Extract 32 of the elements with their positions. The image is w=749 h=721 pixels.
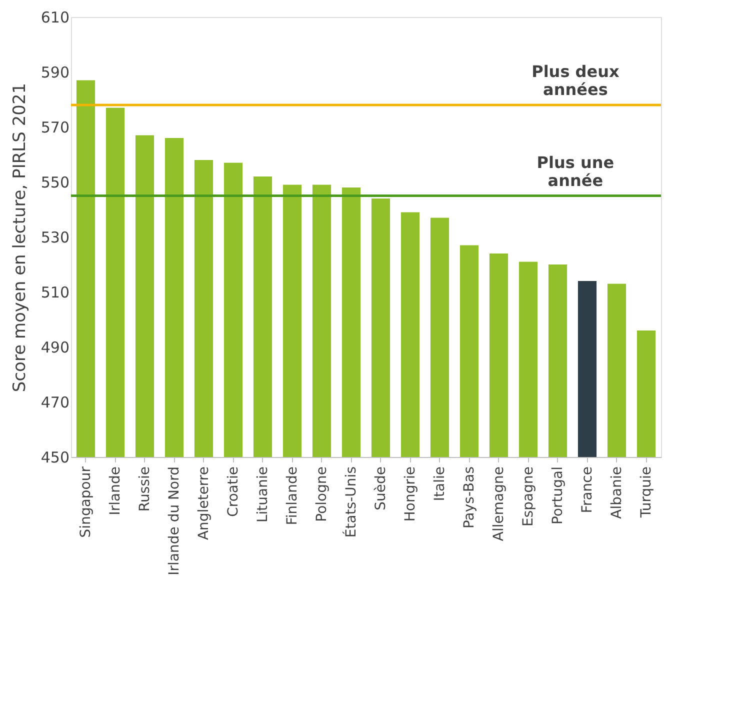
x-tick-label: Hongrie — [402, 466, 418, 522]
x-tick-label: Turquie — [638, 466, 654, 519]
x-tick-label: Croatie — [225, 466, 242, 517]
y-tick-label: 530 — [40, 228, 70, 246]
y-axis-title: Score moyen en lecture, PIRLS 2021 — [10, 82, 30, 392]
x-tick-label: Pologne — [314, 466, 330, 522]
ref-line-label: Plus une année — [536, 152, 614, 190]
y-tick-label: 490 — [40, 338, 70, 356]
x-tick-label: Pays-Bas — [461, 466, 478, 529]
y-tick-label: 470 — [40, 394, 70, 412]
x-tick-label: Singapour — [78, 466, 94, 538]
x-tick-label: Allemagne — [490, 466, 507, 542]
x-tick-label: Irlande du Nord — [166, 466, 182, 576]
x-tick-label: Russie — [136, 466, 153, 512]
x-tick-label: États-Unis — [342, 466, 360, 538]
x-tick-label: Angleterre — [196, 466, 212, 540]
x-tick-label: Lituanie — [254, 466, 271, 523]
y-tick-label: 590 — [40, 64, 70, 82]
x-tick-label: Italie — [432, 466, 448, 502]
y-tick-label: 510 — [40, 284, 70, 302]
x-tick-label: Espagne — [520, 466, 536, 526]
y-tick-label: 550 — [40, 174, 70, 192]
x-tick-label: Portugal — [550, 466, 566, 524]
y-tick-label: 450 — [40, 448, 70, 466]
y-tick-label: 610 — [40, 8, 70, 26]
x-tick-label: Albanie — [608, 466, 625, 519]
ref-line-label: Plus deux années — [532, 62, 620, 99]
x-tick-label: Finlande — [284, 466, 300, 526]
y-tick-label: 570 — [40, 118, 70, 136]
x-tick-label: Irlande — [107, 466, 124, 516]
x-tick-label: France — [579, 466, 596, 514]
x-tick-label: Suède — [372, 466, 389, 510]
